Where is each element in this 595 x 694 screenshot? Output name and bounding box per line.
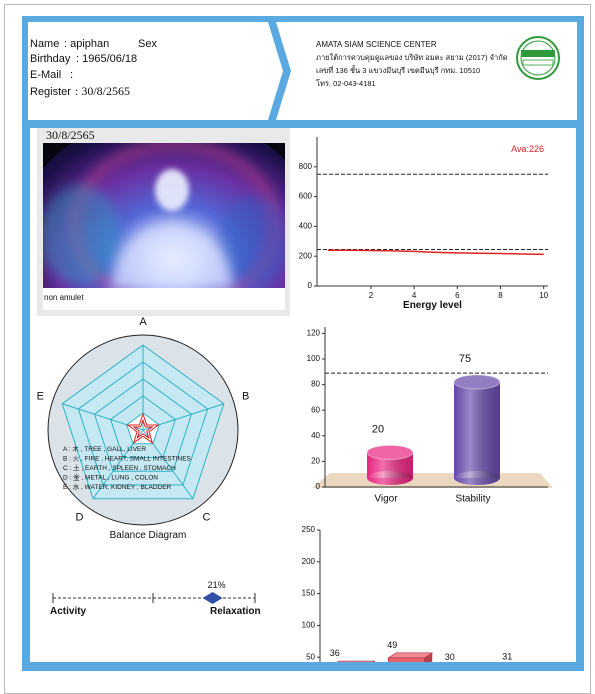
radar-legend: E : 水 , WATER, KIDNEY , BLADDER [63, 482, 172, 491]
caption-box [43, 288, 285, 310]
radar-value-inner [129, 415, 157, 442]
register: : 30/8/2565 [75, 84, 130, 98]
value-label: 49 [387, 640, 397, 650]
y-tick-label: 20 [311, 457, 320, 466]
y-tick-label: 200 [299, 251, 313, 260]
slider-right-label: Relaxation [210, 606, 261, 617]
slider-left-label: Activity [50, 606, 87, 617]
slider-value-label: 21% [208, 580, 226, 590]
cylinder-top [366, 444, 414, 460]
aura-image [43, 143, 285, 288]
x-tick-label: Vigor [374, 494, 398, 505]
radar-axis-label: C [203, 511, 211, 523]
radar-ring [93, 378, 193, 472]
email-label: E-Mail [30, 69, 61, 81]
radar-axis-label: D [76, 511, 84, 523]
header-right [276, 22, 577, 120]
y-tick-label: 80 [311, 380, 320, 389]
y-tick-label: 800 [299, 162, 313, 171]
bar-chart: 50 100 150 200 250 36 49 30 31 [302, 525, 512, 662]
cylinder-top [453, 374, 501, 390]
radar-axis-label: B [242, 391, 249, 403]
company-line: ภายใต้การควบคุมดูแลของ บริษัท อมตะ สยาม … [316, 53, 508, 62]
x-axis-title: Energy level [403, 300, 462, 311]
radar-axis-label: E [37, 391, 44, 403]
radar-axis-label: A [139, 316, 147, 328]
value-label: 31 [502, 651, 512, 661]
bar-side [424, 652, 433, 662]
x-tick-label: 4 [412, 291, 417, 300]
x-tick-label: 10 [539, 291, 548, 300]
cylinder-base-shine [454, 471, 500, 485]
annotation: Ava:226 [511, 144, 544, 154]
cylinder-shine [454, 382, 500, 478]
y-tick-label: 100 [307, 354, 321, 363]
slider-marker [202, 592, 223, 604]
photo-caption: non amulet [44, 293, 84, 302]
y-tick-label: 0 [316, 482, 321, 491]
value-label: 75 [459, 353, 471, 365]
radar-title: Balance Diagram [110, 530, 187, 541]
email: : [70, 69, 73, 81]
cylinder-top-shine [454, 375, 500, 389]
y-tick-label: 250 [302, 525, 316, 534]
y-tick-label: 120 [307, 329, 321, 338]
value-label: 30 [445, 652, 455, 662]
y-tick-label: 50 [306, 652, 315, 661]
radar-legend: A : 木 , TREE , GALL, LIVER [63, 444, 146, 453]
y-tick-label: 60 [311, 405, 320, 414]
x-tick-label: 6 [455, 291, 460, 300]
company-name: AMATA SIAM SCIENCE CENTER [316, 40, 437, 49]
radar-ring [61, 344, 225, 500]
radar-legend: B : 火 , FIRE , HEART, SMALL INTESTINES [63, 456, 192, 463]
birthday: : 1965/06/18 [76, 53, 137, 65]
energy-line [327, 249, 544, 256]
x-tick-label: Stability [455, 494, 490, 505]
y-tick-label: 100 [302, 621, 316, 630]
radar-legend: C : 土 , EARTH , SPLEEN , STOMACH [63, 463, 176, 472]
floor [312, 473, 553, 488]
cylinder-top-shine [367, 445, 413, 460]
y-tick-label: 0 [308, 281, 313, 290]
logo [516, 36, 560, 80]
y-tick-label: 600 [299, 192, 313, 201]
photo-date: 30/8/2565 [46, 128, 95, 142]
y-tick-label: 200 [302, 557, 316, 566]
value-label: 20 [372, 423, 384, 435]
name-label: Name [30, 38, 59, 50]
value-label: 36 [330, 648, 340, 658]
header-left [28, 22, 283, 120]
x-tick-label: 8 [498, 291, 503, 300]
company-phone: โทร. 02-043-4181 [316, 79, 376, 88]
company-line: เลขที่ 136 ชั้น 3 แขวงมีนบุรี เขตมีนบุรี… [316, 65, 480, 75]
y-tick-label: 40 [311, 431, 320, 440]
cylinder-base-shine [367, 471, 413, 485]
radar-legend: D : 金 , METAL , LUNG , COLON [63, 473, 158, 482]
name: : apiphan [64, 38, 109, 50]
sex-label: Sex [138, 38, 157, 50]
y-tick-label: 400 [299, 222, 313, 231]
register-label: Register [30, 86, 71, 98]
x-tick-label: 2 [369, 291, 374, 300]
y-tick-label: 150 [302, 589, 316, 598]
bar-side [373, 661, 375, 662]
radar-ring [77, 361, 209, 486]
radar-ring [110, 395, 176, 459]
birthday-label: Birthday [30, 53, 71, 65]
